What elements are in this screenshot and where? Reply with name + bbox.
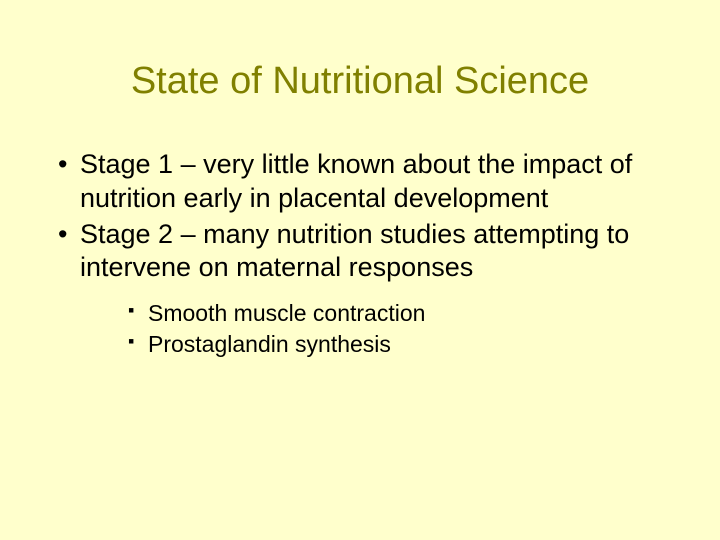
bullet-item: Stage 1 – very little known about the im… — [50, 148, 670, 216]
bullet-item: Stage 2 – many nutrition studies attempt… — [50, 218, 670, 286]
bullet-list: Stage 1 – very little known about the im… — [50, 148, 670, 285]
slide-container: State of Nutritional Science Stage 1 – v… — [0, 0, 720, 540]
sub-bullet-list: Smooth muscle contraction Prostaglandin … — [50, 299, 670, 359]
sub-bullet-item: Smooth muscle contraction — [50, 299, 670, 328]
sub-bullet-item: Prostaglandin synthesis — [50, 330, 670, 359]
slide-title: State of Nutritional Science — [50, 60, 670, 103]
